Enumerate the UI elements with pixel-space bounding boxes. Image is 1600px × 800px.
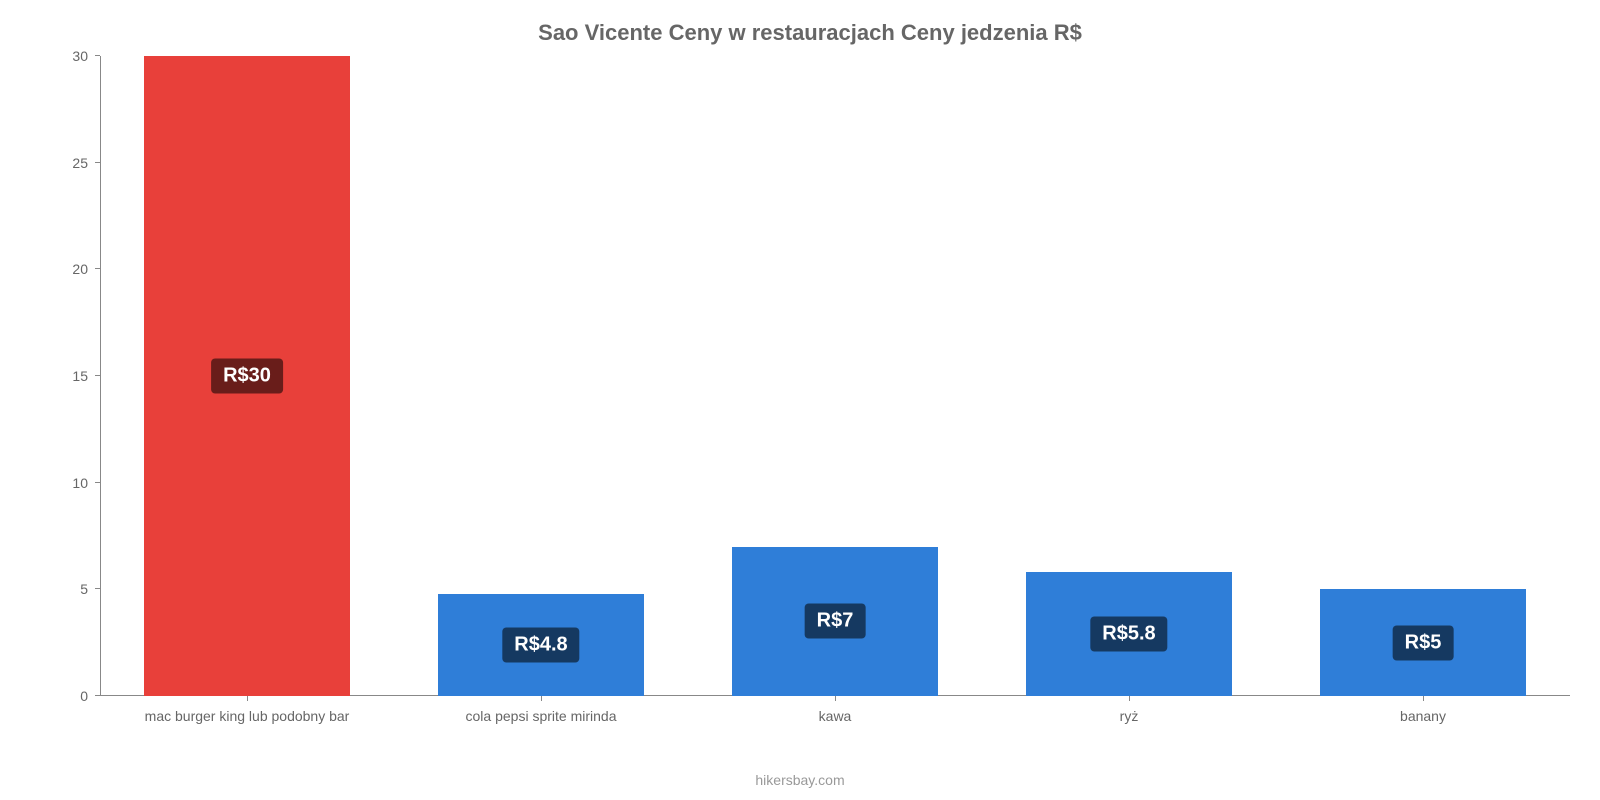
bar-value-badge: R$7 [805, 604, 866, 639]
x-axis-label: kawa [688, 708, 982, 724]
x-tick-mark [835, 696, 836, 701]
y-tick-label: 25 [48, 155, 88, 171]
chart-title: Sao Vicente Ceny w restauracjach Ceny je… [60, 20, 1560, 46]
x-tick-mark [247, 696, 248, 701]
y-tick-label: 20 [48, 261, 88, 277]
y-tick-label: 10 [48, 475, 88, 491]
bar-value-badge: R$4.8 [502, 627, 579, 662]
y-tick-mark [95, 268, 100, 269]
y-tick-mark [95, 695, 100, 696]
x-tick-mark [1129, 696, 1130, 701]
x-tick-mark [541, 696, 542, 701]
y-tick-label: 5 [48, 581, 88, 597]
y-tick-label: 30 [48, 48, 88, 64]
bar-slot: R$5.8 [982, 56, 1276, 696]
x-axis-label: banany [1276, 708, 1570, 724]
bar-value-badge: R$30 [211, 359, 283, 394]
x-axis-label: ryż [982, 708, 1276, 724]
y-tick-label: 15 [48, 368, 88, 384]
bar: R$30 [144, 56, 350, 696]
x-axis-label: cola pepsi sprite mirinda [394, 708, 688, 724]
bar: R$5 [1320, 589, 1526, 696]
bar: R$7 [732, 547, 938, 696]
y-axis: 051015202530 [60, 56, 100, 696]
bars-area: R$30 R$4.8 R$7 R$5.8 R$5 [100, 56, 1570, 696]
y-tick-mark [95, 162, 100, 163]
bar-value-badge: R$5 [1393, 625, 1454, 660]
y-tick-label: 0 [48, 688, 88, 704]
bar-slot: R$4.8 [394, 56, 688, 696]
bar-slot: R$30 [100, 56, 394, 696]
x-labels: mac burger king lub podobny barcola peps… [100, 708, 1570, 724]
bar: R$5.8 [1026, 572, 1232, 696]
x-axis-label: mac burger king lub podobny bar [100, 708, 394, 724]
plot-region: 051015202530 R$30R$4.8R$7R$5.8R$5 mac bu… [70, 56, 1570, 696]
y-tick-mark [95, 482, 100, 483]
bar-slot: R$5 [1276, 56, 1570, 696]
y-tick-mark [95, 588, 100, 589]
y-tick-mark [95, 375, 100, 376]
x-tick-mark [1423, 696, 1424, 701]
y-tick-mark [95, 55, 100, 56]
chart-container: Sao Vicente Ceny w restauracjach Ceny je… [0, 0, 1600, 800]
bar-value-badge: R$5.8 [1090, 617, 1167, 652]
bar: R$4.8 [438, 594, 644, 696]
attribution-text: hikersbay.com [0, 772, 1600, 788]
bar-slot: R$7 [688, 56, 982, 696]
